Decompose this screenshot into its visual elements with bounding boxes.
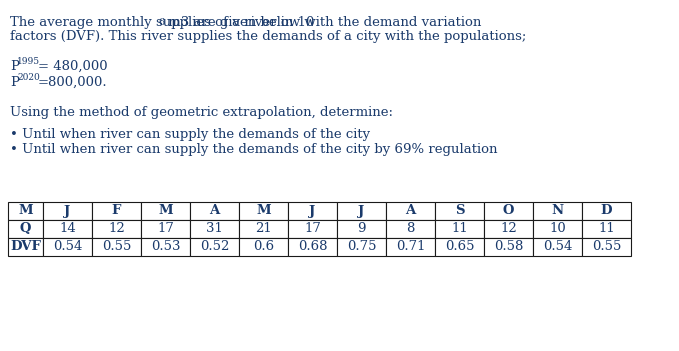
Bar — [533, 202, 582, 220]
Bar — [141, 202, 190, 220]
Text: DVF: DVF — [10, 240, 41, 253]
Bar — [435, 220, 484, 238]
Text: 9: 9 — [357, 223, 366, 236]
Text: factors (DVF). This river supplies the demands of a city with the populations;: factors (DVF). This river supplies the d… — [10, 30, 526, 43]
Text: 0.52: 0.52 — [200, 240, 230, 253]
Bar — [239, 238, 288, 256]
Bar — [386, 202, 435, 220]
Text: 0.54: 0.54 — [53, 240, 82, 253]
Text: Using the method of geometric extrapolation, determine:: Using the method of geometric extrapolat… — [10, 106, 393, 119]
Bar — [43, 202, 92, 220]
Bar — [533, 220, 582, 238]
Text: 14: 14 — [59, 223, 76, 236]
Text: 0.55: 0.55 — [102, 240, 131, 253]
Text: P: P — [10, 76, 19, 89]
Bar — [435, 202, 484, 220]
Bar — [582, 238, 631, 256]
Text: F: F — [112, 205, 121, 218]
Text: • Until when river can supply the demands of the city: • Until when river can supply the demand… — [10, 128, 370, 141]
Bar — [190, 238, 239, 256]
Bar — [484, 220, 533, 238]
Bar — [337, 238, 386, 256]
Text: O: O — [502, 205, 514, 218]
Text: J: J — [310, 205, 316, 218]
Text: J: J — [359, 205, 365, 218]
Bar — [8, 238, 43, 256]
Text: A: A — [209, 205, 219, 218]
Text: 17: 17 — [304, 223, 321, 236]
Text: 8: 8 — [406, 223, 415, 236]
Text: D: D — [601, 205, 612, 218]
Text: A: A — [405, 205, 416, 218]
Bar — [43, 220, 92, 238]
Bar — [92, 220, 141, 238]
Bar — [190, 220, 239, 238]
Text: N: N — [551, 205, 564, 218]
Bar — [43, 238, 92, 256]
Text: 0.68: 0.68 — [298, 240, 327, 253]
Bar — [239, 202, 288, 220]
Bar — [484, 202, 533, 220]
Text: 0.75: 0.75 — [347, 240, 376, 253]
Bar — [484, 238, 533, 256]
Text: M: M — [256, 205, 271, 218]
Text: 21: 21 — [255, 223, 272, 236]
Bar — [288, 238, 337, 256]
Bar — [386, 220, 435, 238]
Text: = 480,000: = 480,000 — [38, 60, 108, 73]
Text: J: J — [65, 205, 71, 218]
Bar — [435, 238, 484, 256]
Text: 0.65: 0.65 — [445, 240, 474, 253]
Bar — [582, 202, 631, 220]
Bar — [337, 220, 386, 238]
Text: 0.58: 0.58 — [494, 240, 524, 253]
Text: 2020: 2020 — [17, 73, 40, 82]
Bar — [239, 220, 288, 238]
Bar — [8, 220, 43, 238]
Bar — [288, 220, 337, 238]
Text: The average monthly supplies of a river in 10: The average monthly supplies of a river … — [10, 16, 314, 29]
Text: S: S — [455, 205, 464, 218]
Text: 1995: 1995 — [17, 57, 40, 66]
Text: 17: 17 — [157, 223, 174, 236]
Bar — [386, 238, 435, 256]
Bar — [582, 220, 631, 238]
Text: 0.53: 0.53 — [151, 240, 180, 253]
Bar — [92, 202, 141, 220]
Text: Q: Q — [20, 223, 31, 236]
Bar — [141, 220, 190, 238]
Text: =800,000.: =800,000. — [38, 76, 108, 89]
Text: 31: 31 — [206, 223, 223, 236]
Bar — [141, 238, 190, 256]
Text: • Until when river can supply the demands of the city by 69% regulation: • Until when river can supply the demand… — [10, 143, 498, 156]
Text: m3 are given below with the demand variation: m3 are given below with the demand varia… — [164, 16, 481, 29]
Bar — [288, 202, 337, 220]
Bar — [92, 238, 141, 256]
Bar — [533, 238, 582, 256]
Text: 0.55: 0.55 — [592, 240, 621, 253]
Bar — [8, 202, 43, 220]
Text: 12: 12 — [108, 223, 125, 236]
Text: M: M — [158, 205, 173, 218]
Text: 0.54: 0.54 — [543, 240, 572, 253]
Bar — [190, 202, 239, 220]
Text: 0.71: 0.71 — [396, 240, 425, 253]
Text: P: P — [10, 60, 19, 73]
Text: 12: 12 — [500, 223, 517, 236]
Text: 10: 10 — [549, 223, 566, 236]
Text: M: M — [18, 205, 33, 218]
Text: 0.6: 0.6 — [253, 240, 274, 253]
Text: 11: 11 — [451, 223, 468, 236]
Bar — [337, 202, 386, 220]
Text: 11: 11 — [598, 223, 615, 236]
Text: 6: 6 — [159, 18, 165, 27]
